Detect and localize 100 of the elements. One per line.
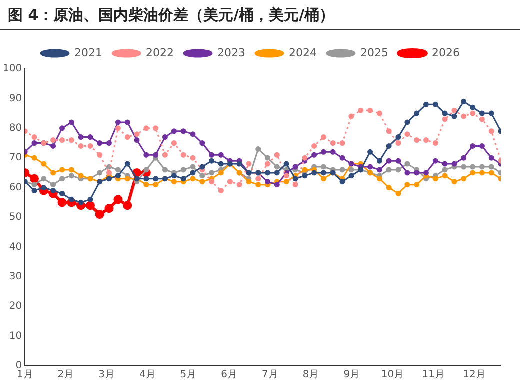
point [284,173,290,179]
y-tick-label: 80 [9,122,22,134]
point [461,176,467,182]
point [386,185,392,191]
point [442,116,448,122]
point [386,167,392,173]
point [50,182,56,188]
point [144,126,150,132]
point [320,176,326,182]
point [50,138,56,144]
point [470,164,476,170]
point [144,176,150,182]
y-tick-label: 50 [9,212,22,224]
point [442,173,448,179]
legend-label: 2021 [74,46,103,60]
point [442,167,448,173]
point [368,164,374,170]
point [292,176,298,182]
point [358,108,364,114]
point [442,161,448,167]
point [479,116,485,122]
point [432,102,438,108]
point [488,110,494,116]
point [320,149,326,155]
chart-title: 图 4：原油、国内柴油价差（美元/桶，美元/桶） [0,0,520,30]
point [312,152,318,158]
point [32,182,38,188]
point [432,140,438,146]
point [60,138,66,144]
point [274,182,280,188]
point [302,155,308,161]
point [104,204,114,214]
point [88,196,94,202]
point [348,173,354,179]
point [264,179,270,185]
x-tick-label: 4月 [139,370,156,381]
point [78,134,84,140]
point [32,155,38,161]
point [68,138,74,144]
point [274,152,280,158]
point [200,140,206,146]
x-tick-label: 8月 [302,370,320,381]
point [30,174,39,184]
y-tick-label: 10 [9,330,22,342]
point [218,161,224,167]
point [414,138,420,144]
point [115,126,121,132]
y-tick-label: 90 [9,93,22,104]
point [386,128,392,134]
point [60,167,66,173]
legend-label: 2022 [146,46,174,60]
point [218,170,224,176]
x-tick-label: 1月 [16,370,34,381]
x-tick-label: 2月 [58,370,74,381]
point [106,140,112,146]
point [171,128,177,134]
point [106,176,112,182]
point [68,173,74,179]
point [414,182,420,188]
point [488,128,494,134]
point [452,161,458,167]
point [153,182,159,188]
point [264,155,270,161]
point [461,155,467,161]
point [470,104,476,110]
point [227,179,233,185]
point [209,170,215,176]
point [330,149,336,155]
point [60,190,66,196]
point [488,155,494,161]
point [423,102,429,108]
point [162,134,168,140]
point [41,161,47,167]
point [348,114,354,120]
point [41,176,47,182]
x-tick-label: 12月 [463,370,486,381]
point [404,120,410,126]
point [461,114,467,120]
point [320,134,326,140]
point [432,158,438,164]
point [404,182,410,188]
point [190,155,196,161]
point [302,167,308,173]
point [180,128,186,134]
point [386,158,392,164]
point [396,134,402,140]
point [171,173,177,179]
point [274,170,280,176]
point [376,158,382,164]
point [32,140,38,146]
point [292,164,298,170]
point [274,164,280,170]
point [78,200,84,206]
point [470,110,476,116]
point [78,143,84,149]
point [144,182,150,188]
point [479,143,485,149]
x-tick-label: 3月 [98,370,115,381]
point [180,176,186,182]
point [171,140,177,146]
